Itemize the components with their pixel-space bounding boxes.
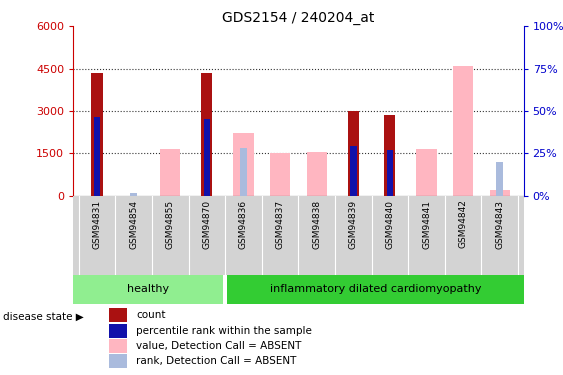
Text: GSM94836: GSM94836	[239, 200, 248, 249]
Text: GSM94840: GSM94840	[386, 200, 395, 249]
Text: healthy: healthy	[127, 285, 169, 294]
Bar	[109, 354, 127, 368]
Bar	[417, 149, 437, 195]
Text: rank, Detection Call = ABSENT: rank, Detection Call = ABSENT	[136, 356, 297, 366]
Text: GSM94854: GSM94854	[129, 200, 138, 249]
Bar	[497, 162, 503, 195]
Bar	[227, 275, 524, 304]
Bar	[91, 73, 102, 195]
Text: inflammatory dilated cardiomyopathy: inflammatory dilated cardiomyopathy	[270, 285, 481, 294]
Bar	[240, 148, 247, 195]
Text: disease state ▶: disease state ▶	[3, 312, 83, 322]
Text: GSM94831: GSM94831	[92, 200, 101, 249]
Text: GSM94843: GSM94843	[495, 200, 504, 249]
Bar	[270, 153, 290, 195]
Bar	[204, 119, 210, 195]
Bar	[160, 149, 180, 195]
Bar	[348, 111, 359, 195]
Text: GSM94855: GSM94855	[166, 200, 175, 249]
Bar	[109, 324, 127, 338]
Text: GSM94839: GSM94839	[349, 200, 358, 249]
Bar	[490, 190, 510, 195]
Text: count: count	[136, 310, 166, 321]
Bar	[109, 339, 127, 353]
Bar	[307, 152, 327, 195]
Title: GDS2154 / 240204_at: GDS2154 / 240204_at	[222, 11, 374, 25]
Text: GSM94841: GSM94841	[422, 200, 431, 249]
Bar	[130, 193, 137, 195]
Text: GSM94842: GSM94842	[459, 200, 468, 248]
Bar	[93, 117, 100, 195]
Text: GSM94870: GSM94870	[202, 200, 211, 249]
Bar	[73, 275, 224, 304]
Bar	[453, 66, 473, 195]
Bar	[387, 150, 393, 195]
Bar	[234, 134, 253, 195]
Text: GSM94838: GSM94838	[312, 200, 321, 249]
Bar	[109, 309, 127, 322]
Bar	[202, 73, 212, 195]
Text: value, Detection Call = ABSENT: value, Detection Call = ABSENT	[136, 341, 302, 351]
Bar	[350, 146, 356, 195]
Text: percentile rank within the sample: percentile rank within the sample	[136, 326, 312, 336]
Bar	[385, 115, 395, 195]
Text: GSM94837: GSM94837	[275, 200, 284, 249]
